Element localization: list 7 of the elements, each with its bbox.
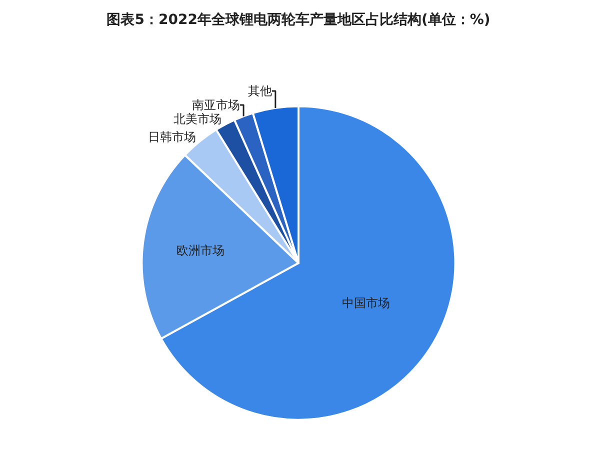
slice-label: 中国市场 <box>342 296 390 310</box>
slice-label: 日韩市场 <box>148 130 196 144</box>
slice-label: 南亚市场 <box>192 98 240 112</box>
slice-label: 其他 <box>248 84 272 98</box>
chart-title: 图表5：2022年全球锂电两轮车产量地区占比结构(单位：%) <box>106 10 490 28</box>
slice-label: 欧洲市场 <box>176 243 225 258</box>
slice-label: 北美市场 <box>174 112 222 126</box>
